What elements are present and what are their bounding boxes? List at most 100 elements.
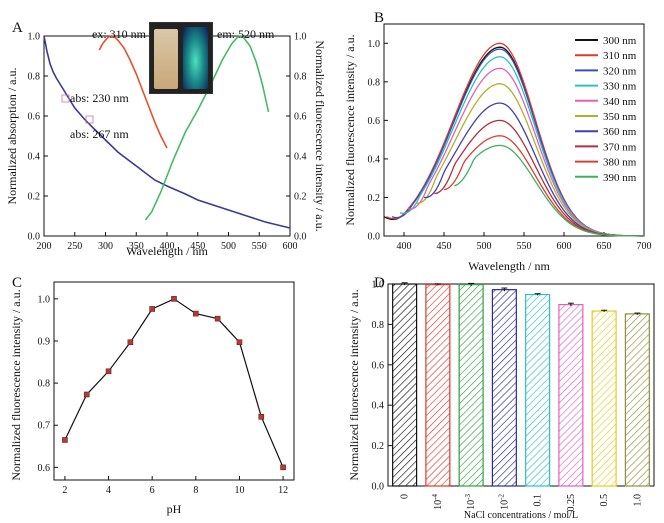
vial-uv <box>183 27 208 89</box>
ph-point <box>214 315 221 322</box>
ph-point <box>105 368 112 375</box>
x-tick-label-b: 450 <box>437 241 452 252</box>
y-axis-right-ticks-a: 0.0 0.2 0.4 0.6 0.8 1.0 <box>286 32 307 243</box>
x-tick-label-c: 6 <box>150 485 155 496</box>
abs-marker-267 <box>85 115 94 124</box>
y-right-tick-label-a: 0.2 <box>294 192 307 203</box>
x-tick-label-b: 600 <box>557 241 572 252</box>
legend-label-b: 390 nm <box>603 172 637 184</box>
x-tick-label-b: 550 <box>517 241 532 252</box>
x-tick-label-a: 250 <box>67 241 82 252</box>
y-tick-label-d: 0.6 <box>372 360 385 371</box>
ph-point <box>280 464 286 471</box>
y-axis-ticks-c: 0.6 0.7 0.8 0.9 1.0 <box>38 294 58 474</box>
y-tick-label-c: 0.9 <box>38 336 51 347</box>
y-axis-label-c: Normalized fluorescence intensity / a.u. <box>9 289 23 480</box>
legend-label-b: 340 nm <box>603 96 637 108</box>
legend-label-b: 310 nm <box>603 50 637 62</box>
series-line-absorption <box>43 35 291 229</box>
plot-frame-b <box>383 23 645 237</box>
x-tick-label-superscript: -3 <box>464 494 472 500</box>
y-tick-label-a: 1.0 <box>28 32 41 43</box>
y-right-tick-label-a: 0.8 <box>294 72 307 83</box>
plot-frame-d <box>387 283 655 487</box>
legend-label-b: 380 nm <box>603 157 637 169</box>
x-axis-ticks-c: 2 4 6 8 10 12 <box>62 476 288 496</box>
ph-line <box>64 298 284 468</box>
series-group-c <box>62 296 286 471</box>
legend-label-b: 370 nm <box>603 141 637 153</box>
panel-letter-a: A <box>12 20 23 36</box>
y-axis-label-a: Normalized absorption / a.u. <box>5 68 19 205</box>
x-tick-label-base: 10 <box>499 500 510 510</box>
panel-d: D 0.00.20.40.60.81.0 010-410-310-2 0.1 0.2… <box>347 275 655 521</box>
x-tick-label-base: 0.25 <box>566 494 577 512</box>
y-tick-label-a: 0.8 <box>28 72 41 83</box>
y-right-tick-label-a: 1.0 <box>294 32 307 43</box>
series-line-b-9 <box>454 144 644 237</box>
panel-c: C 2 4 6 8 10 12 0.6 0.7 0.8 0.9 1.0 pH Normalized… <box>9 275 295 516</box>
x-tick-label-c: 8 <box>193 485 198 496</box>
legend-label-b: 320 nm <box>603 65 637 77</box>
y-tick-label-b: 0.6 <box>368 116 381 127</box>
panel-letter-d: D <box>374 275 385 291</box>
x-tick-label-base: 1.0 <box>632 494 643 507</box>
x-tick-label-c: 4 <box>106 485 111 496</box>
x-tick-label-d: 0.25 <box>566 494 577 512</box>
x-axis-label-c: pH <box>167 502 182 516</box>
y-tick-label-b: 0.4 <box>368 154 381 165</box>
series-line-excitation <box>98 35 168 149</box>
x-tick-label-a: 350 <box>129 241 144 252</box>
ph-point <box>62 437 68 443</box>
x-tick-label-c: 2 <box>62 485 67 496</box>
annotation-ex: ex: 310 nm <box>92 27 147 41</box>
x-tick-label-a: 300 <box>98 241 113 252</box>
bar <box>558 304 584 487</box>
y-tick-label-d: 0.2 <box>372 441 385 452</box>
x-tick-label-a: 550 <box>252 241 267 252</box>
x-tick-label-b: 650 <box>597 241 612 252</box>
y-axis-label-d: Normalized fluorescence intensity / a.u. <box>347 289 361 480</box>
panel-b: B 400 450 500 550 600 650 700 0.0 0.2 0.4 0.6 0.8 1… <box>343 10 652 273</box>
ph-point <box>236 339 243 346</box>
x-tick-label-d: 0.1 <box>533 494 544 507</box>
y-tick-label-b: 0.2 <box>368 193 381 204</box>
legend-label-b: 300 nm <box>603 35 637 47</box>
x-tick-label-d: 10-3 <box>464 494 477 510</box>
ph-point <box>127 339 134 346</box>
x-tick-label-base: 10 <box>433 500 444 510</box>
x-tick-label-base: 0.1 <box>533 494 544 507</box>
x-tick-label-d: 1.0 <box>632 494 643 507</box>
ph-point <box>83 391 90 398</box>
y-tick-label-c: 0.7 <box>38 421 51 432</box>
x-tick-label-base: 10 <box>466 500 477 510</box>
x-tick-label-d: 0 <box>400 494 411 499</box>
y-tick-label-a: 0.6 <box>28 112 41 123</box>
annotation-abs-267: abs: 267 nm <box>70 127 129 141</box>
y-axis-ticks-b: 0.0 0.2 0.4 0.6 0.8 1.0 <box>368 39 388 243</box>
bar <box>425 284 451 487</box>
x-axis-label-a: Wavelength / nm <box>126 244 208 258</box>
y-tick-label-c: 0.8 <box>38 379 51 390</box>
ph-point <box>171 296 177 302</box>
x-tick-label-a: 600 <box>283 241 298 252</box>
legend-label-b: 330 nm <box>603 81 637 93</box>
bar <box>591 310 617 487</box>
ph-point <box>193 310 199 317</box>
x-tick-label-base: 0.5 <box>599 494 610 507</box>
x-tick-label-d: 10-4 <box>431 494 444 510</box>
x-tick-label-c: 10 <box>234 485 244 496</box>
x-tick-label-a: 500 <box>221 241 236 252</box>
bar <box>624 313 650 487</box>
bar <box>392 283 418 487</box>
x-tick-label-a: 200 <box>37 241 52 252</box>
plot-frame-c <box>53 281 295 481</box>
y-tick-label-d: 0.8 <box>372 320 385 331</box>
y-axis-ticks-a: 0.0 0.2 0.4 0.6 0.8 1.0 <box>28 32 48 243</box>
x-tick-label-superscript: -2 <box>497 494 505 500</box>
panel-letter-b: B <box>374 10 384 26</box>
x-tick-label-a: 450 <box>190 241 205 252</box>
x-tick-label-c: 12 <box>278 485 288 496</box>
y-tick-label-d: 1.0 <box>372 280 385 291</box>
